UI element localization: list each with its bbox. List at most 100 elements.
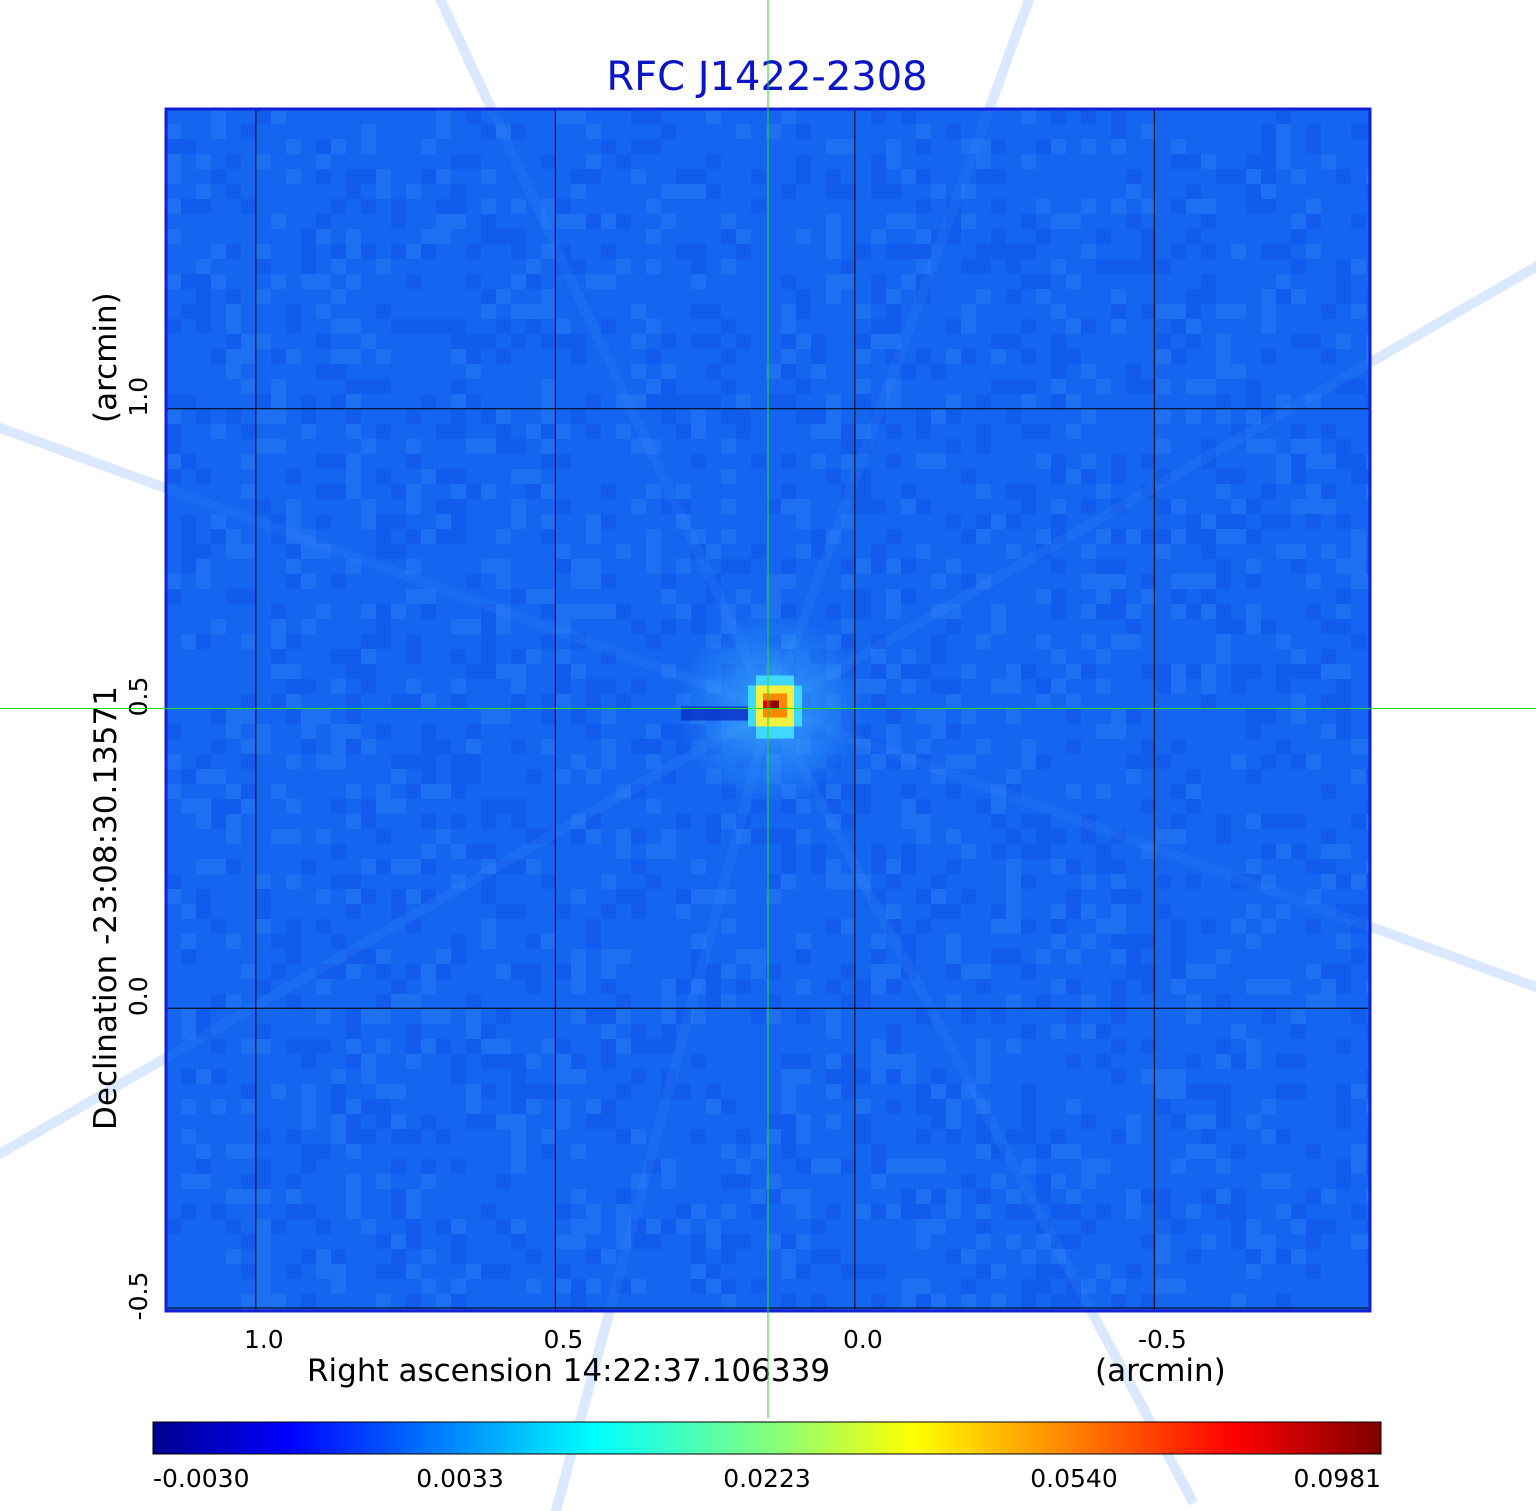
noise-pixel [811, 1294, 826, 1309]
noise-pixel [1246, 664, 1261, 679]
noise-pixel [361, 514, 376, 529]
noise-pixel [976, 439, 991, 454]
noise-pixel [346, 889, 361, 904]
noise-pixel [1291, 814, 1306, 829]
noise-pixel [841, 1069, 856, 1084]
noise-pixel [856, 484, 871, 499]
noise-pixel [946, 394, 961, 409]
noise-pixel [556, 769, 571, 784]
noise-pixel [1261, 409, 1276, 424]
noise-pixel [601, 739, 616, 754]
noise-pixel [1291, 1204, 1306, 1219]
noise-pixel [1201, 274, 1216, 289]
noise-pixel [991, 139, 1006, 154]
noise-pixel [1081, 874, 1096, 889]
noise-pixel [1291, 709, 1306, 724]
noise-pixel [826, 919, 841, 934]
noise-pixel [1231, 1204, 1246, 1219]
noise-pixel [1036, 949, 1051, 964]
noise-pixel [901, 109, 916, 124]
noise-pixel [346, 409, 361, 424]
noise-pixel [166, 439, 181, 454]
noise-pixel [811, 334, 826, 349]
noise-pixel [856, 499, 871, 514]
noise-pixel [211, 244, 226, 259]
noise-pixel [1246, 199, 1261, 214]
noise-pixel [1186, 514, 1201, 529]
noise-pixel [256, 1024, 271, 1039]
noise-pixel [976, 1189, 991, 1204]
noise-pixel [961, 1174, 976, 1189]
noise-pixel [1051, 1024, 1066, 1039]
noise-pixel [1111, 199, 1126, 214]
noise-pixel [1081, 904, 1096, 919]
noise-pixel [721, 214, 736, 229]
psf-streak [769, 703, 1536, 993]
noise-pixel [1141, 454, 1156, 469]
noise-pixel [781, 1189, 796, 1204]
noise-pixel [1186, 289, 1201, 304]
noise-pixel [631, 889, 646, 904]
noise-pixel [331, 1279, 346, 1294]
noise-pixel [1021, 664, 1036, 679]
noise-pixel [451, 499, 466, 514]
noise-pixel [826, 169, 841, 184]
noise-pixel [1216, 529, 1231, 544]
noise-pixel [1126, 754, 1141, 769]
noise-pixel [526, 1249, 541, 1264]
noise-pixel [376, 859, 391, 874]
noise-pixel [1366, 559, 1370, 574]
noise-pixel [946, 829, 961, 844]
noise-pixel [511, 514, 526, 529]
noise-pixel [1171, 919, 1186, 934]
noise-pixel [901, 784, 916, 799]
noise-pixel [901, 844, 916, 859]
noise-pixel [331, 1114, 346, 1129]
noise-pixel [1066, 214, 1081, 229]
noise-pixel [901, 1159, 916, 1174]
noise-pixel [1276, 124, 1291, 139]
noise-pixel [1096, 484, 1111, 499]
noise-pixel [1096, 1159, 1111, 1174]
crosshair[interactable] [0, 0, 1536, 1418]
y-tick-label: 1.0 [124, 377, 153, 417]
noise-pixel [856, 379, 871, 394]
noise-pixel [391, 799, 406, 814]
noise-pixel [841, 964, 856, 979]
noise-pixel [1306, 664, 1321, 679]
noise-pixel [1066, 694, 1081, 709]
noise-pixel [316, 1249, 331, 1264]
noise-pixel [841, 574, 856, 589]
noise-pixel [691, 619, 706, 634]
noise-pixel [946, 724, 961, 739]
noise-pixel [856, 424, 871, 439]
noise-pixel [256, 1234, 271, 1249]
noise-pixel [1366, 334, 1370, 349]
noise-pixel [781, 1054, 796, 1069]
source-core-left [762, 700, 771, 709]
noise-pixel [661, 379, 676, 394]
noise-pixel [1066, 979, 1081, 994]
noise-pixel [676, 1219, 691, 1234]
noise-pixel [841, 1054, 856, 1069]
noise-pixel [1261, 619, 1276, 634]
noise-pixel [1246, 559, 1261, 574]
noise-pixel [556, 214, 571, 229]
noise-pixel [496, 1114, 511, 1129]
noise-pixel [916, 889, 931, 904]
noise-pixel [331, 1249, 346, 1264]
noise-pixel [226, 544, 241, 559]
noise-pixel [1051, 1264, 1066, 1279]
noise-pixel [316, 229, 331, 244]
noise-pixel [916, 544, 931, 559]
noise-pixel [706, 964, 721, 979]
noise-pixel [226, 859, 241, 874]
noise-pixel [1156, 1204, 1171, 1219]
radio-source [675, 613, 866, 804]
noise-pixel [1291, 1009, 1306, 1024]
noise-pixel [946, 679, 961, 694]
noise-pixel [1171, 979, 1186, 994]
noise-pixel [766, 499, 781, 514]
noise-pixel [571, 979, 586, 994]
noise-pixel [871, 544, 886, 559]
